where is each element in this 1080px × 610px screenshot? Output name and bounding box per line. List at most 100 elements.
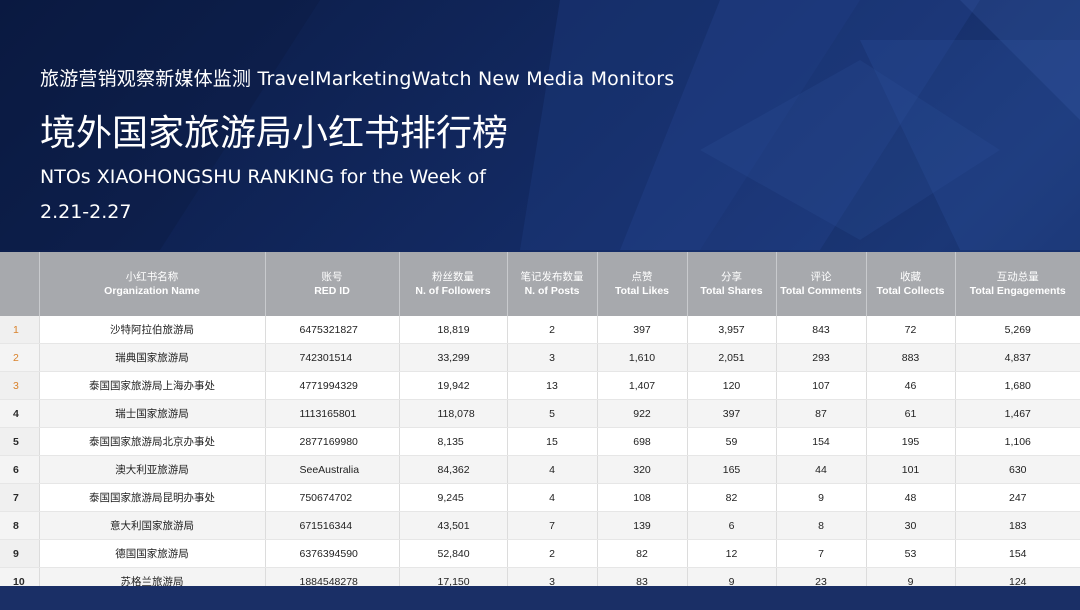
followers-cell: 8,135 bbox=[399, 427, 508, 456]
column-header-collects: 收藏 Total Collects bbox=[866, 252, 956, 316]
column-header-red-id: 账号 RED ID bbox=[265, 252, 400, 316]
followers-cell: 43,501 bbox=[399, 511, 508, 540]
bottom-band bbox=[0, 586, 1080, 610]
rank-cell: 7 bbox=[0, 483, 40, 512]
followers-cell: 118,078 bbox=[399, 399, 508, 428]
engagements-cell: 247 bbox=[955, 483, 1080, 512]
collects-cell: 883 bbox=[866, 343, 956, 372]
organization-name-cell: 沙特阿拉伯旅游局 bbox=[39, 316, 266, 344]
rank-cell: 9 bbox=[0, 539, 40, 568]
comments-cell: 8 bbox=[776, 511, 867, 540]
shares-cell: 12 bbox=[687, 539, 777, 568]
followers-cell: 18,819 bbox=[399, 316, 508, 344]
column-header-engagements: 互动总量 Total Engagements bbox=[955, 252, 1080, 316]
column-header-en: Total Collects bbox=[876, 285, 945, 297]
likes-cell: 320 bbox=[597, 455, 688, 484]
column-header-likes: 点赞 Total Likes bbox=[597, 252, 688, 316]
red-id-cell: SeeAustralia bbox=[265, 455, 400, 484]
column-header-posts: 笔记发布数量 N. of Posts bbox=[507, 252, 598, 316]
column-header-followers: 粉丝数量 N. of Followers bbox=[399, 252, 508, 316]
collects-cell: 101 bbox=[866, 455, 956, 484]
posts-cell: 4 bbox=[507, 455, 598, 484]
column-header-zh: 评论 bbox=[810, 271, 832, 283]
shares-cell: 3,957 bbox=[687, 316, 777, 344]
posts-cell: 7 bbox=[507, 511, 598, 540]
column-header-zh: 点赞 bbox=[631, 271, 653, 283]
red-id-cell: 2877169980 bbox=[265, 427, 400, 456]
column-header-zh: 粉丝数量 bbox=[432, 271, 474, 283]
red-id-cell: 750674702 bbox=[265, 483, 400, 512]
comments-cell: 107 bbox=[776, 371, 867, 400]
table-row: 4 瑞士国家旅游局 1113165801 118,078 5 922 397 87 61 1,46… bbox=[0, 399, 1080, 428]
collects-cell: 195 bbox=[866, 427, 956, 456]
collects-cell: 72 bbox=[866, 316, 956, 344]
red-id-cell: 742301514 bbox=[265, 343, 400, 372]
shares-cell: 59 bbox=[687, 427, 777, 456]
rank-cell: 5 bbox=[0, 427, 40, 456]
shares-cell: 2,051 bbox=[687, 343, 777, 372]
posts-cell: 2 bbox=[507, 316, 598, 344]
organization-name-cell: 瑞士国家旅游局 bbox=[39, 399, 266, 428]
engagements-cell: 1,467 bbox=[955, 399, 1080, 428]
table-body: 1 沙特阿拉伯旅游局 6475321827 18,819 2 397 3,957 843 72 5… bbox=[0, 316, 1080, 596]
collects-cell: 61 bbox=[866, 399, 956, 428]
engagements-cell: 1,106 bbox=[955, 427, 1080, 456]
likes-cell: 922 bbox=[597, 399, 688, 428]
column-header-en: Total Shares bbox=[700, 285, 763, 297]
collects-cell: 46 bbox=[866, 371, 956, 400]
shares-cell: 82 bbox=[687, 483, 777, 512]
comments-cell: 7 bbox=[776, 539, 867, 568]
week-dates: 2.21-2.27 bbox=[40, 201, 132, 223]
ranking-table-container: 小红书名称 Organization Name 账号 RED ID 粉丝数量 N… bbox=[0, 252, 1080, 596]
engagements-cell: 4,837 bbox=[955, 343, 1080, 372]
rank-cell: 1 bbox=[0, 316, 40, 344]
organization-name-cell: 澳大利亚旅游局 bbox=[39, 455, 266, 484]
engagements-cell: 1,680 bbox=[955, 371, 1080, 400]
red-id-cell: 1113165801 bbox=[265, 399, 400, 428]
column-header-en: Organization Name bbox=[104, 285, 200, 297]
table-row: 1 沙特阿拉伯旅游局 6475321827 18,819 2 397 3,957 843 72 5… bbox=[0, 316, 1080, 344]
likes-cell: 1,610 bbox=[597, 343, 688, 372]
comments-cell: 154 bbox=[776, 427, 867, 456]
comments-cell: 87 bbox=[776, 399, 867, 428]
organization-name-cell: 泰国国家旅游局上海办事处 bbox=[39, 371, 266, 400]
column-header-zh: 小红书名称 bbox=[125, 271, 179, 283]
column-header-zh: 账号 bbox=[321, 271, 343, 283]
table-row: 2 瑞典国家旅游局 742301514 33,299 3 1,610 2,051 293 883… bbox=[0, 343, 1080, 372]
column-header-zh: 收藏 bbox=[900, 271, 921, 283]
posts-cell: 13 bbox=[507, 371, 598, 400]
engagements-cell: 183 bbox=[955, 511, 1080, 540]
comments-cell: 9 bbox=[776, 483, 867, 512]
shares-cell: 6 bbox=[687, 511, 777, 540]
followers-cell: 52,840 bbox=[399, 539, 508, 568]
ranking-table: 小红书名称 Organization Name 账号 RED ID 粉丝数量 N… bbox=[0, 252, 1080, 596]
posts-cell: 3 bbox=[507, 343, 598, 372]
page-title: 境外国家旅游局小红书排行榜 bbox=[40, 113, 509, 154]
rank-cell: 8 bbox=[0, 511, 40, 540]
shares-cell: 165 bbox=[687, 455, 777, 484]
table-row: 5 泰国国家旅游局北京办事处 2877169980 8,135 15 698 59 154 19… bbox=[0, 427, 1080, 456]
followers-cell: 33,299 bbox=[399, 343, 508, 372]
red-id-cell: 6376394590 bbox=[265, 539, 400, 568]
engagements-cell: 154 bbox=[955, 539, 1080, 568]
table-header-row: 小红书名称 Organization Name 账号 RED ID 粉丝数量 N… bbox=[0, 252, 1080, 316]
table-row: 6 澳大利亚旅游局 SeeAustralia 84,362 4 320 165 44 101 63… bbox=[0, 455, 1080, 484]
likes-cell: 108 bbox=[597, 483, 688, 512]
posts-cell: 4 bbox=[507, 483, 598, 512]
column-header-organization-name: 小红书名称 Organization Name bbox=[39, 252, 266, 316]
followers-cell: 19,942 bbox=[399, 371, 508, 400]
organization-name-cell: 意大利国家旅游局 bbox=[39, 511, 266, 540]
red-id-cell: 6475321827 bbox=[265, 316, 400, 344]
column-header-en: Total Engagements bbox=[969, 285, 1066, 297]
engagements-cell: 5,269 bbox=[955, 316, 1080, 344]
organization-name-cell: 瑞典国家旅游局 bbox=[39, 343, 266, 372]
organization-name-cell: 泰国国家旅游局昆明办事处 bbox=[39, 483, 266, 512]
shares-cell: 120 bbox=[687, 371, 777, 400]
column-header-en: Total Likes bbox=[614, 285, 670, 297]
comments-cell: 843 bbox=[776, 316, 867, 344]
column-header-zh: 分享 bbox=[721, 271, 742, 283]
likes-cell: 397 bbox=[597, 316, 688, 344]
rank-cell: 3 bbox=[0, 371, 40, 400]
column-header-zh: 笔记发布数量 bbox=[520, 271, 584, 283]
